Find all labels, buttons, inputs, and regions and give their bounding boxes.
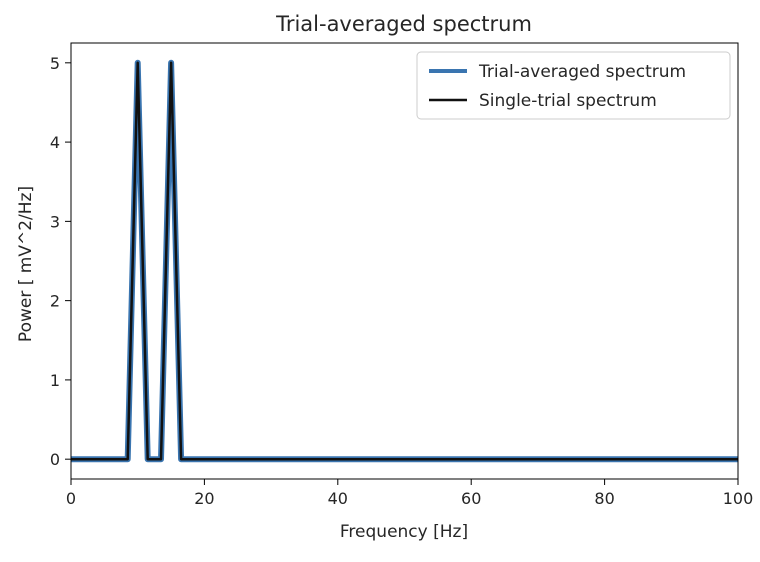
series-line-trial-averaged bbox=[71, 59, 738, 463]
x-tick-label: 100 bbox=[723, 489, 754, 508]
legend-label-single-trial: Single-trial spectrum bbox=[479, 91, 657, 111]
legend-label-trial-averaged: Trial-averaged spectrum bbox=[478, 62, 686, 82]
y-tick-label: 2 bbox=[50, 292, 60, 311]
y-tick-label: 0 bbox=[50, 450, 60, 469]
chart-title: Trial-averaged spectrum bbox=[275, 12, 532, 36]
plot-lines bbox=[71, 59, 738, 463]
x-tick-label: 60 bbox=[461, 489, 481, 508]
plot-frame bbox=[70, 42, 739, 480]
x-axis-label: Frequency [Hz] bbox=[340, 522, 468, 542]
y-axis-label: Power [ mV^2/Hz] bbox=[16, 186, 36, 342]
y-tick-label: 5 bbox=[50, 54, 60, 73]
y-tick-label: 1 bbox=[50, 371, 60, 390]
legend: Trial-averaged spectrum Single-trial spe… bbox=[416, 51, 731, 120]
legend-box bbox=[416, 51, 731, 120]
x-tick-label: 0 bbox=[66, 489, 76, 508]
y-tick-label: 3 bbox=[50, 212, 60, 231]
x-tick-label: 20 bbox=[194, 489, 214, 508]
series-line-single-trial bbox=[71, 61, 738, 461]
y-tick-label: 4 bbox=[50, 133, 60, 152]
axis-ticks: 0 20 40 60 80 100 0 1 2 3 4 5 bbox=[50, 54, 753, 508]
x-tick-label: 40 bbox=[328, 489, 348, 508]
x-tick-label: 80 bbox=[594, 489, 614, 508]
